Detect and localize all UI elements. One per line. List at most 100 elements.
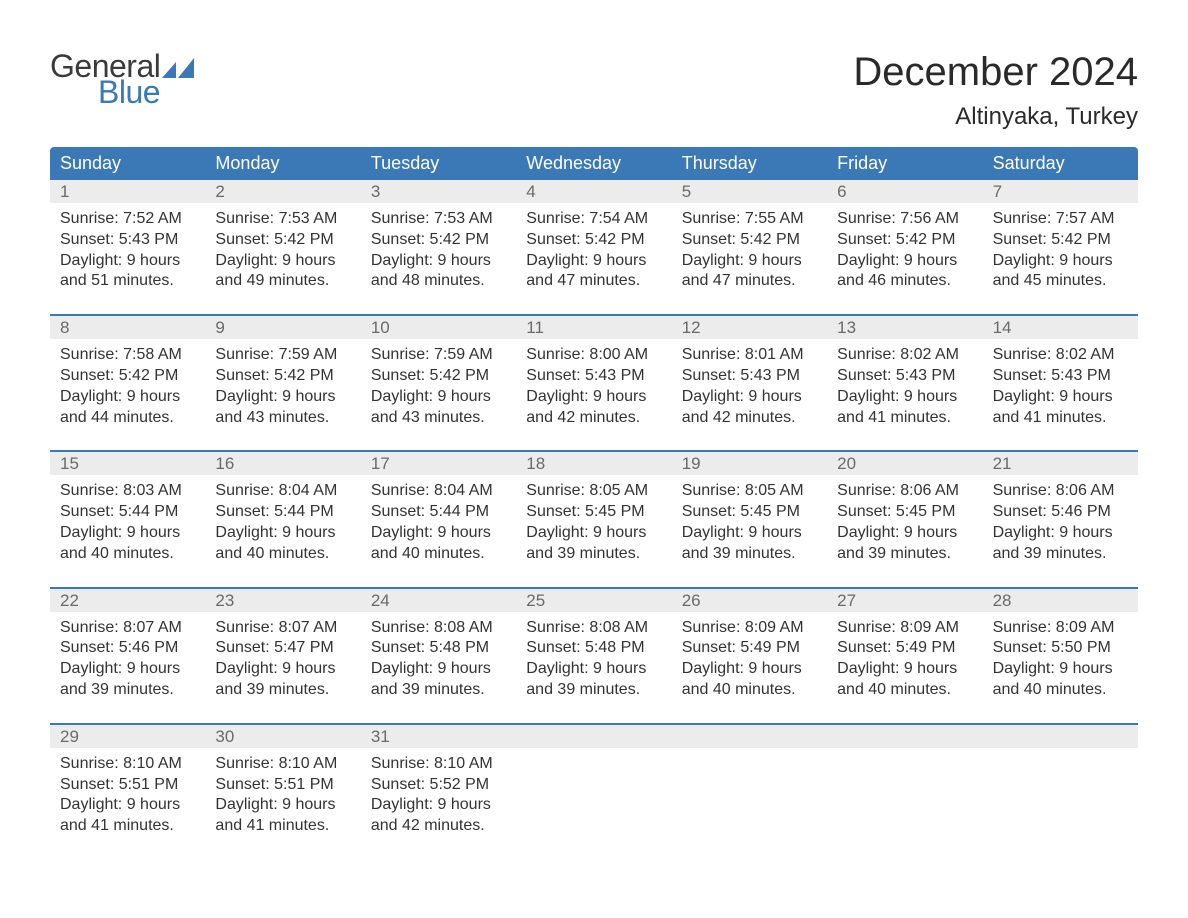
day-cell: Sunrise: 7:59 AMSunset: 5:42 PMDaylight:… — [205, 339, 360, 432]
day-number: 8 — [50, 316, 205, 339]
daylight-line2: and 40 minutes. — [837, 680, 972, 701]
sunset-line: Sunset: 5:45 PM — [526, 502, 661, 523]
day-cell — [672, 748, 827, 841]
daylight-line: Daylight: 9 hours — [993, 659, 1128, 680]
day-cell: Sunrise: 7:53 AMSunset: 5:42 PMDaylight:… — [361, 203, 516, 296]
day-number: 29 — [50, 725, 205, 748]
calendar-week: 1234567Sunrise: 7:52 AMSunset: 5:43 PMDa… — [50, 180, 1138, 296]
sunrise-line: Sunrise: 7:59 AM — [371, 345, 506, 366]
daylight-line: Daylight: 9 hours — [682, 659, 817, 680]
day-number — [516, 725, 671, 748]
day-number: 23 — [205, 589, 360, 612]
sunset-line: Sunset: 5:43 PM — [60, 230, 195, 251]
daylight-line2: and 43 minutes. — [371, 408, 506, 429]
sunset-line: Sunset: 5:43 PM — [682, 366, 817, 387]
sunset-line: Sunset: 5:44 PM — [60, 502, 195, 523]
sunset-line: Sunset: 5:48 PM — [371, 638, 506, 659]
sunrise-line: Sunrise: 8:01 AM — [682, 345, 817, 366]
sunset-line: Sunset: 5:45 PM — [837, 502, 972, 523]
sunset-line: Sunset: 5:46 PM — [993, 502, 1128, 523]
daylight-line2: and 47 minutes. — [526, 271, 661, 292]
sunset-line: Sunset: 5:45 PM — [682, 502, 817, 523]
day-number: 16 — [205, 452, 360, 475]
daylight-line2: and 43 minutes. — [215, 408, 350, 429]
day-cell: Sunrise: 8:09 AMSunset: 5:49 PMDaylight:… — [827, 612, 982, 705]
day-cell: Sunrise: 8:04 AMSunset: 5:44 PMDaylight:… — [361, 475, 516, 568]
sunrise-line: Sunrise: 7:53 AM — [371, 209, 506, 230]
sunset-line: Sunset: 5:49 PM — [682, 638, 817, 659]
daylight-line: Daylight: 9 hours — [215, 523, 350, 544]
day-number: 30 — [205, 725, 360, 748]
day-cell: Sunrise: 8:00 AMSunset: 5:43 PMDaylight:… — [516, 339, 671, 432]
daylight-line2: and 40 minutes. — [993, 680, 1128, 701]
daylight-line: Daylight: 9 hours — [682, 523, 817, 544]
sunset-line: Sunset: 5:49 PM — [837, 638, 972, 659]
day-number: 7 — [983, 180, 1138, 203]
daylight-line2: and 42 minutes. — [371, 816, 506, 837]
day-cell: Sunrise: 8:02 AMSunset: 5:43 PMDaylight:… — [827, 339, 982, 432]
daylight-line: Daylight: 9 hours — [60, 795, 195, 816]
day-number: 24 — [361, 589, 516, 612]
day-number: 14 — [983, 316, 1138, 339]
day-cell: Sunrise: 7:55 AMSunset: 5:42 PMDaylight:… — [672, 203, 827, 296]
day-cell: Sunrise: 8:08 AMSunset: 5:48 PMDaylight:… — [361, 612, 516, 705]
day-cell: Sunrise: 7:52 AMSunset: 5:43 PMDaylight:… — [50, 203, 205, 296]
sunset-line: Sunset: 5:42 PM — [682, 230, 817, 251]
daylight-line2: and 42 minutes. — [682, 408, 817, 429]
sunset-line: Sunset: 5:42 PM — [526, 230, 661, 251]
sunrise-line: Sunrise: 8:00 AM — [526, 345, 661, 366]
day-cell: Sunrise: 8:09 AMSunset: 5:49 PMDaylight:… — [672, 612, 827, 705]
sunrise-line: Sunrise: 8:07 AM — [215, 618, 350, 639]
daylight-line: Daylight: 9 hours — [371, 523, 506, 544]
day-number-row: 22232425262728 — [50, 589, 1138, 612]
day-number — [983, 725, 1138, 748]
daylight-line2: and 39 minutes. — [215, 680, 350, 701]
sunrise-line: Sunrise: 7:52 AM — [60, 209, 195, 230]
day-number: 2 — [205, 180, 360, 203]
weekday-label: Thursday — [672, 147, 827, 180]
daylight-line2: and 39 minutes. — [837, 544, 972, 565]
sunset-line: Sunset: 5:42 PM — [837, 230, 972, 251]
sunrise-line: Sunrise: 8:06 AM — [993, 481, 1128, 502]
weekday-label: Saturday — [983, 147, 1138, 180]
sunrise-line: Sunrise: 8:08 AM — [371, 618, 506, 639]
daylight-line2: and 39 minutes. — [526, 680, 661, 701]
daylight-line: Daylight: 9 hours — [60, 659, 195, 680]
calendar: Sunday Monday Tuesday Wednesday Thursday… — [50, 147, 1138, 841]
daylight-line2: and 45 minutes. — [993, 271, 1128, 292]
day-number: 17 — [361, 452, 516, 475]
calendar-week: 15161718192021Sunrise: 8:03 AMSunset: 5:… — [50, 450, 1138, 568]
sunset-line: Sunset: 5:42 PM — [993, 230, 1128, 251]
day-cell: Sunrise: 8:07 AMSunset: 5:47 PMDaylight:… — [205, 612, 360, 705]
daylight-line2: and 41 minutes. — [215, 816, 350, 837]
page-title: December 2024 — [853, 50, 1138, 95]
sunrise-line: Sunrise: 8:04 AM — [371, 481, 506, 502]
sunset-line: Sunset: 5:42 PM — [215, 366, 350, 387]
daylight-line: Daylight: 9 hours — [526, 659, 661, 680]
daylight-line2: and 39 minutes. — [682, 544, 817, 565]
day-cell: Sunrise: 8:06 AMSunset: 5:45 PMDaylight:… — [827, 475, 982, 568]
daylight-line2: and 41 minutes. — [993, 408, 1128, 429]
day-number: 19 — [672, 452, 827, 475]
sunset-line: Sunset: 5:44 PM — [215, 502, 350, 523]
day-number: 31 — [361, 725, 516, 748]
day-cell: Sunrise: 7:53 AMSunset: 5:42 PMDaylight:… — [205, 203, 360, 296]
day-cell: Sunrise: 8:10 AMSunset: 5:52 PMDaylight:… — [361, 748, 516, 841]
day-cell: Sunrise: 7:56 AMSunset: 5:42 PMDaylight:… — [827, 203, 982, 296]
daylight-line2: and 51 minutes. — [60, 271, 195, 292]
daylight-line: Daylight: 9 hours — [215, 387, 350, 408]
sunrise-line: Sunrise: 8:02 AM — [993, 345, 1128, 366]
sunrise-line: Sunrise: 8:09 AM — [682, 618, 817, 639]
daylight-line: Daylight: 9 hours — [526, 251, 661, 272]
day-number: 15 — [50, 452, 205, 475]
daylight-line2: and 39 minutes. — [60, 680, 195, 701]
daylight-line2: and 40 minutes. — [371, 544, 506, 565]
sunset-line: Sunset: 5:42 PM — [371, 230, 506, 251]
daylight-line: Daylight: 9 hours — [526, 387, 661, 408]
daylight-line2: and 39 minutes. — [526, 544, 661, 565]
sunset-line: Sunset: 5:46 PM — [60, 638, 195, 659]
daylight-line: Daylight: 9 hours — [60, 387, 195, 408]
sunrise-line: Sunrise: 8:05 AM — [526, 481, 661, 502]
sunrise-line: Sunrise: 7:55 AM — [682, 209, 817, 230]
sunrise-line: Sunrise: 7:58 AM — [60, 345, 195, 366]
